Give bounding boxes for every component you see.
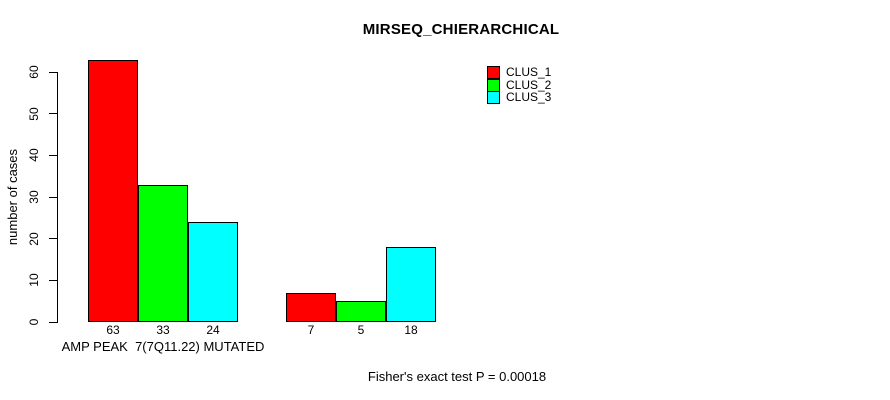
annotation-text: Fisher's exact test P = 0.00018 bbox=[367, 369, 547, 384]
chart-title: MIRSEQ_CHIERARCHICAL bbox=[362, 21, 560, 38]
bar bbox=[386, 247, 436, 322]
bar-value-label: 7 bbox=[307, 323, 315, 337]
legend-item: CLUS_3 bbox=[487, 90, 552, 104]
y-tick-label: 40 bbox=[27, 148, 41, 163]
x-category-label: AMP PEAK 7(7Q11.22) MUTATED bbox=[61, 339, 265, 354]
y-tick-label: 0 bbox=[27, 318, 41, 326]
bar-value-label: 63 bbox=[106, 323, 120, 337]
bar bbox=[138, 184, 188, 322]
y-tick-mark bbox=[49, 154, 57, 156]
legend-item: CLUS_1 bbox=[487, 65, 552, 79]
y-tick-label: 50 bbox=[27, 106, 41, 121]
bar bbox=[88, 59, 138, 322]
legend-swatch-icon bbox=[487, 65, 500, 79]
y-tick-label: 20 bbox=[27, 231, 41, 246]
y-tick-mark bbox=[49, 113, 57, 115]
legend-label: CLUS_3 bbox=[506, 90, 552, 104]
y-tick-label: 30 bbox=[27, 190, 41, 204]
y-axis-line bbox=[57, 72, 58, 323]
y-tick-mark bbox=[49, 71, 57, 73]
bar bbox=[188, 222, 238, 322]
bar bbox=[286, 292, 336, 322]
y-tick-label: 60 bbox=[27, 65, 41, 79]
y-tick-mark bbox=[49, 196, 57, 198]
bar bbox=[336, 301, 386, 322]
bar-value-label: 24 bbox=[206, 323, 220, 337]
legend-label: CLUS_1 bbox=[506, 65, 552, 79]
bar-value-label: 5 bbox=[357, 323, 365, 337]
bar-value-label: 33 bbox=[156, 323, 170, 337]
y-tick-mark bbox=[49, 321, 57, 323]
bar-value-label: 18 bbox=[404, 323, 418, 337]
y-tick-mark bbox=[49, 279, 57, 281]
legend-swatch-icon bbox=[487, 90, 500, 104]
y-tick-mark bbox=[49, 238, 57, 240]
y-tick-label: 10 bbox=[27, 273, 41, 288]
legend-label: CLUS_2 bbox=[506, 78, 552, 92]
